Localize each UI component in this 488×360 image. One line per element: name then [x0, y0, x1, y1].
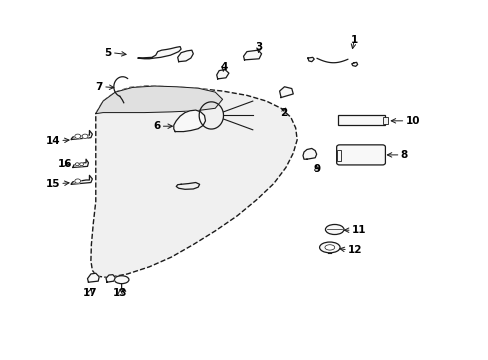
- Bar: [336, 149, 340, 161]
- Circle shape: [80, 163, 83, 166]
- Polygon shape: [96, 86, 222, 114]
- Circle shape: [75, 163, 79, 166]
- Polygon shape: [91, 86, 297, 278]
- Text: 15: 15: [45, 179, 60, 189]
- Ellipse shape: [325, 245, 334, 250]
- Polygon shape: [216, 69, 228, 79]
- Circle shape: [82, 134, 88, 138]
- Polygon shape: [307, 57, 314, 62]
- Text: 2: 2: [279, 108, 286, 118]
- Polygon shape: [73, 159, 88, 167]
- Text: 17: 17: [82, 288, 97, 298]
- Polygon shape: [351, 62, 357, 66]
- Polygon shape: [87, 273, 99, 282]
- Polygon shape: [177, 50, 193, 62]
- Text: 16: 16: [58, 159, 72, 169]
- Polygon shape: [71, 175, 92, 184]
- Text: 9: 9: [312, 164, 320, 174]
- Text: 1: 1: [350, 35, 357, 45]
- Text: 8: 8: [400, 150, 407, 160]
- Circle shape: [75, 134, 81, 138]
- Text: 4: 4: [220, 62, 227, 72]
- Ellipse shape: [325, 225, 343, 234]
- Polygon shape: [173, 110, 205, 132]
- Ellipse shape: [319, 242, 339, 253]
- Text: 3: 3: [255, 42, 262, 52]
- Text: 6: 6: [153, 121, 160, 131]
- Text: 5: 5: [104, 48, 112, 58]
- Polygon shape: [279, 87, 293, 98]
- Ellipse shape: [114, 276, 129, 284]
- Text: 11: 11: [351, 225, 366, 235]
- Polygon shape: [71, 131, 92, 139]
- Polygon shape: [243, 50, 261, 60]
- Circle shape: [75, 179, 81, 183]
- FancyBboxPatch shape: [337, 116, 384, 126]
- Polygon shape: [303, 148, 316, 159]
- Text: 10: 10: [405, 116, 419, 126]
- Polygon shape: [138, 46, 181, 59]
- Text: 13: 13: [113, 288, 127, 298]
- Polygon shape: [106, 275, 115, 282]
- FancyBboxPatch shape: [336, 145, 385, 165]
- Bar: [382, 117, 387, 125]
- Text: 12: 12: [347, 245, 362, 255]
- Text: 7: 7: [96, 82, 103, 92]
- Text: 14: 14: [45, 136, 60, 145]
